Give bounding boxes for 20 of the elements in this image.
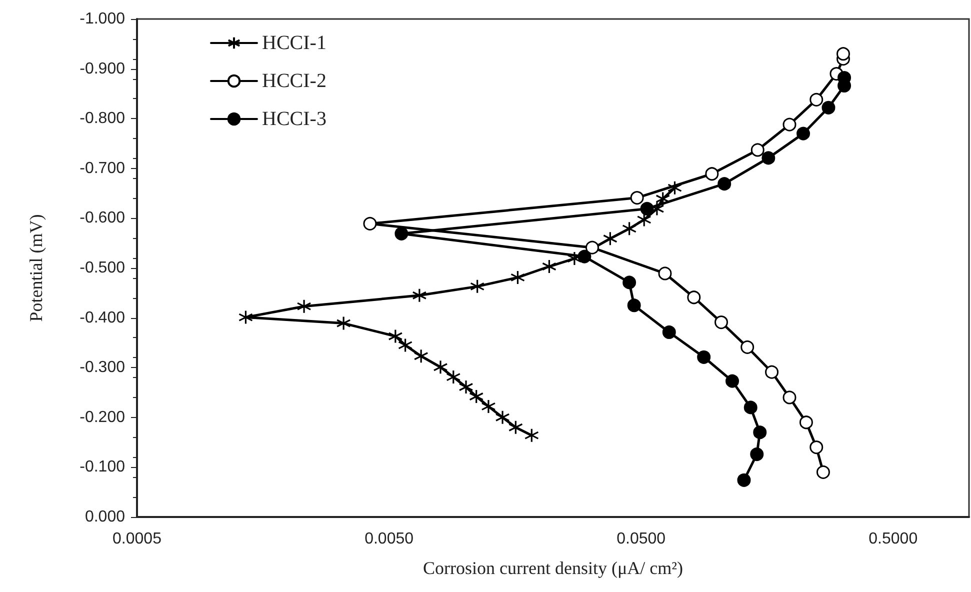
y-tick-label: -0.900 (80, 60, 126, 78)
x-axis-title: Corrosion current density (μA/ cm²) (423, 558, 683, 578)
y-tick-label: -0.100 (80, 458, 126, 476)
y-tick-label: -0.200 (80, 408, 126, 426)
x-tick-label: 0.0005 (112, 530, 162, 548)
x-tick-label: 0.0500 (616, 530, 666, 548)
y-tick-label: -0.500 (80, 260, 126, 276)
legend-label: HCCI-3 (262, 108, 326, 130)
y-tick-label: -1.000 (80, 10, 126, 28)
y-axis-title: Potential (mV) (26, 214, 46, 322)
x-tick-label: 0.5000 (868, 530, 918, 548)
y-tick-label: -0.800 (80, 110, 126, 128)
legend-label: HCCI-1 (262, 32, 326, 54)
y-tick-label: -0.700 (80, 160, 126, 177)
legend-label: HCCI-2 (262, 70, 326, 92)
y-tick-label: -0.300 (80, 359, 126, 376)
y-tick-label: -0.400 (80, 309, 126, 326)
y-tick-label: 0.000 (84, 508, 126, 526)
x-tick-label: 0.0050 (364, 530, 414, 548)
y-tick-label: -0.600 (80, 210, 126, 227)
